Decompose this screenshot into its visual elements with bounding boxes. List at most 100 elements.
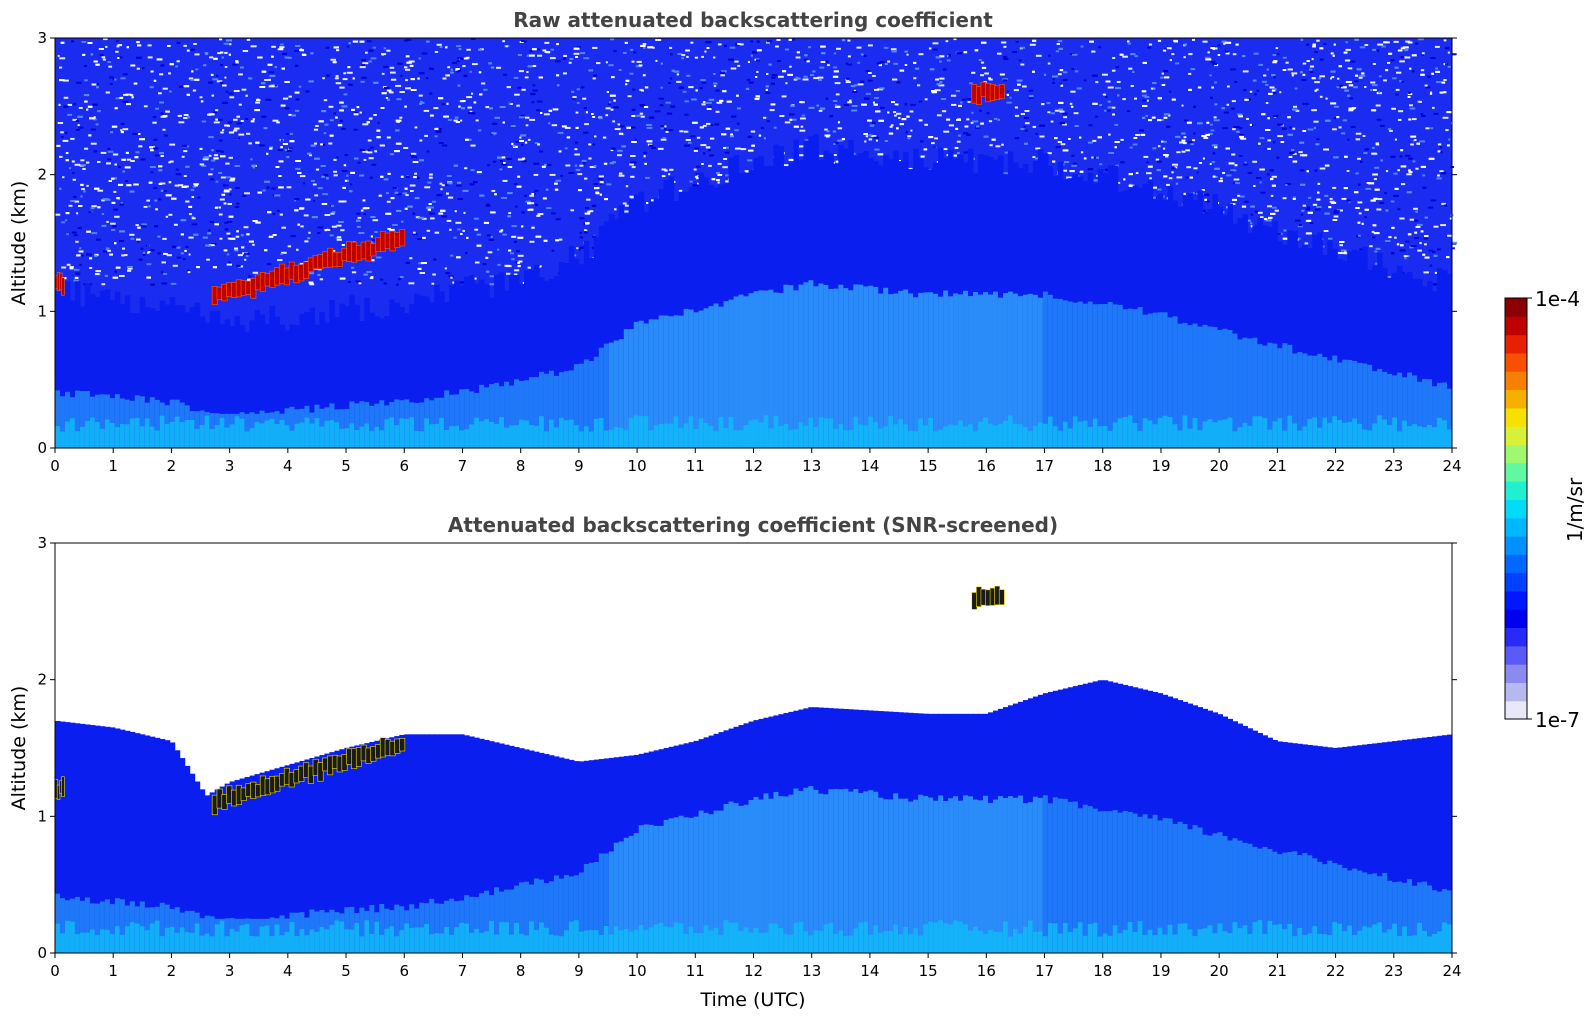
colorbar-step <box>1505 517 1527 537</box>
x-tick-label: 23 <box>1384 457 1403 475</box>
y-tick-label: 0 <box>37 944 47 962</box>
colorbar-step <box>1505 371 1527 391</box>
x-tick-label: 3 <box>225 962 235 980</box>
colorbar-step <box>1505 700 1527 720</box>
heatmap-raw <box>54 38 1458 449</box>
colorbar-step <box>1505 298 1527 317</box>
colorbar-step <box>1505 316 1527 336</box>
x-tick-label: 19 <box>1151 962 1170 980</box>
cloud-cell <box>998 84 1005 99</box>
x-tick-label: 24 <box>1442 962 1461 980</box>
x-tick-label: 4 <box>283 457 293 475</box>
cloud-cell <box>399 229 406 247</box>
x-axis-label: Time (UTC) <box>699 989 805 1011</box>
x-tick-label: 13 <box>802 962 821 980</box>
colorbar-step <box>1505 407 1527 427</box>
colorbar-step <box>1505 352 1527 372</box>
colorbar-step <box>1505 590 1527 610</box>
backscatter-columns <box>55 680 1453 953</box>
x-tick-label: 7 <box>458 962 468 980</box>
colorbar-step <box>1505 572 1527 592</box>
x-tick-label: 0 <box>50 962 60 980</box>
x-tick-label: 3 <box>225 457 235 475</box>
x-tick-label: 14 <box>860 962 879 980</box>
panel-title: Raw attenuated backscattering coefficien… <box>513 8 993 32</box>
cloud-cell <box>998 589 1005 606</box>
noise-speckle <box>55 38 1458 286</box>
colorbar-step <box>1505 499 1527 519</box>
x-tick-label: 24 <box>1442 457 1461 475</box>
x-tick-label: 18 <box>1093 457 1112 475</box>
x-tick-label: 20 <box>1210 457 1229 475</box>
x-tick-label: 10 <box>628 962 647 980</box>
cloud-layers <box>54 81 1005 305</box>
x-tick-label: 5 <box>341 457 351 475</box>
backscatter-columns <box>55 134 1453 449</box>
colorbar-min-label: 1e-7 <box>1535 708 1580 732</box>
colorbar-step <box>1505 682 1527 702</box>
x-tick-label: 16 <box>977 457 996 475</box>
x-tick-label: 12 <box>744 962 763 980</box>
y-tick-label: 3 <box>37 534 47 552</box>
cloud-cell <box>61 277 65 296</box>
x-tick-label: 8 <box>516 457 526 475</box>
panel-title: Attenuated backscattering coefficient (S… <box>448 513 1058 537</box>
x-axis-ticks: 0 1 2 3 4 5 6 7 8 9 10 11 12 13 14 15 16 17 18 19 20 21 22 23 24 <box>50 448 1462 475</box>
x-axis-ticks: 0 1 2 3 4 5 6 7 8 9 10 11 12 13 14 15 16 17 18 19 20 21 22 23 24 <box>50 953 1462 980</box>
colorbar-step <box>1505 554 1527 574</box>
x-tick-label: 9 <box>574 457 584 475</box>
x-tick-label: 13 <box>802 457 821 475</box>
y-axis-label: Altitude (km) <box>8 686 30 811</box>
heatmap-screened <box>54 543 1453 953</box>
x-tick-label: 10 <box>628 457 647 475</box>
y-axis-ticks: 0 1 2 3 <box>37 534 1457 962</box>
colorbar-step <box>1505 334 1527 354</box>
x-tick-label: 18 <box>1093 962 1112 980</box>
colorbar-step <box>1505 627 1527 647</box>
x-tick-label: 1 <box>108 962 118 980</box>
x-tick-label: 9 <box>574 962 584 980</box>
y-axis-ticks: 0 1 2 3 <box>37 29 1457 457</box>
x-tick-label: 15 <box>919 457 938 475</box>
cloud-layers <box>54 585 1005 816</box>
colorbar-step <box>1505 389 1527 409</box>
x-tick-label: 19 <box>1151 457 1170 475</box>
colorbar-step <box>1505 462 1527 482</box>
colorbar-step <box>1505 481 1527 500</box>
x-tick-label: 22 <box>1326 457 1345 475</box>
y-tick-label: 3 <box>37 29 47 47</box>
x-tick-label: 6 <box>399 457 409 475</box>
x-tick-label: 7 <box>458 457 468 475</box>
colorbar: 1e-4 1e-7 1/m/sr <box>1504 287 1587 732</box>
x-tick-label: 17 <box>1035 457 1054 475</box>
colorbar-frame <box>1504 297 1528 720</box>
panel-screened: Attenuated backscattering coefficient (S… <box>8 513 1462 1011</box>
x-tick-label: 8 <box>516 962 526 980</box>
colorbar-unit-label: 1/m/sr <box>1563 477 1587 542</box>
colorbar-step <box>1505 535 1527 555</box>
x-tick-label: 14 <box>860 457 879 475</box>
x-tick-label: 6 <box>399 962 409 980</box>
colorbar-step <box>1505 664 1527 683</box>
y-tick-label: 1 <box>37 807 47 825</box>
colorbar-max-label: 1e-4 <box>1535 287 1580 311</box>
cloud-cell <box>317 762 324 782</box>
x-tick-label: 16 <box>977 962 996 980</box>
x-tick-label: 21 <box>1268 962 1287 980</box>
x-tick-label: 20 <box>1210 962 1229 980</box>
x-tick-label: 17 <box>1035 962 1054 980</box>
panel-raw: Raw attenuated backscattering coefficien… <box>8 8 1462 475</box>
x-tick-label: 22 <box>1326 962 1345 980</box>
x-tick-label: 4 <box>283 962 293 980</box>
y-tick-label: 2 <box>37 166 47 184</box>
x-tick-label: 2 <box>167 457 177 475</box>
colorbar-step <box>1505 426 1527 446</box>
x-tick-label: 1 <box>108 457 118 475</box>
x-tick-label: 12 <box>744 457 763 475</box>
colorbar-step <box>1505 645 1527 665</box>
x-tick-label: 15 <box>919 962 938 980</box>
x-tick-label: 21 <box>1268 457 1287 475</box>
y-tick-label: 1 <box>37 302 47 320</box>
x-tick-label: 23 <box>1384 962 1403 980</box>
